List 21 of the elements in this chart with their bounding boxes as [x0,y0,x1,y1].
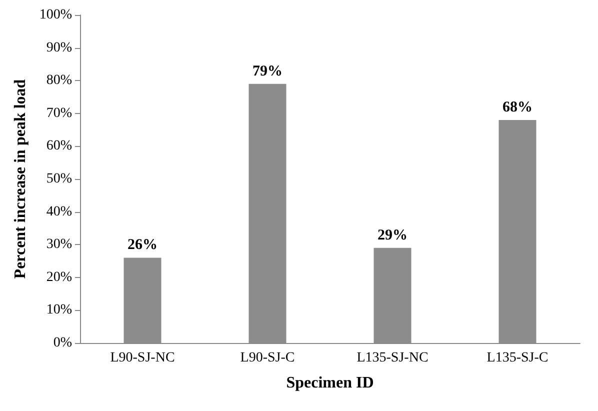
y-tick-label: 70% [46,106,72,121]
y-tick-label: 20% [46,270,72,285]
y-tick-label: 10% [46,302,72,318]
y-tick-label: 50% [46,172,72,186]
x-tick-label: L90-SJ-C [240,350,295,366]
y-tick-label: 100% [39,8,72,22]
x-tick-label: L135-SJ-NC [356,350,428,366]
y-tick-label: 30% [46,237,72,252]
x-axis-title: Specimen ID [286,374,374,392]
x-tick-label: L90-SJ-NC [110,350,175,366]
x-tick-label: L135-SJ-C [486,350,548,366]
data-label: 29% [378,227,408,244]
y-tick-label: 0% [53,336,72,350]
y-tick-label: 60% [46,138,72,154]
y-tick-label: 80% [46,73,72,88]
y-tick-label: 40% [46,204,72,220]
y-tick-label: 90% [46,40,72,56]
data-label: 79% [252,63,282,80]
y-axis-title: Percent increase in peak load [12,79,29,279]
data-label: 68% [502,99,532,116]
data-label: 26% [128,237,158,254]
